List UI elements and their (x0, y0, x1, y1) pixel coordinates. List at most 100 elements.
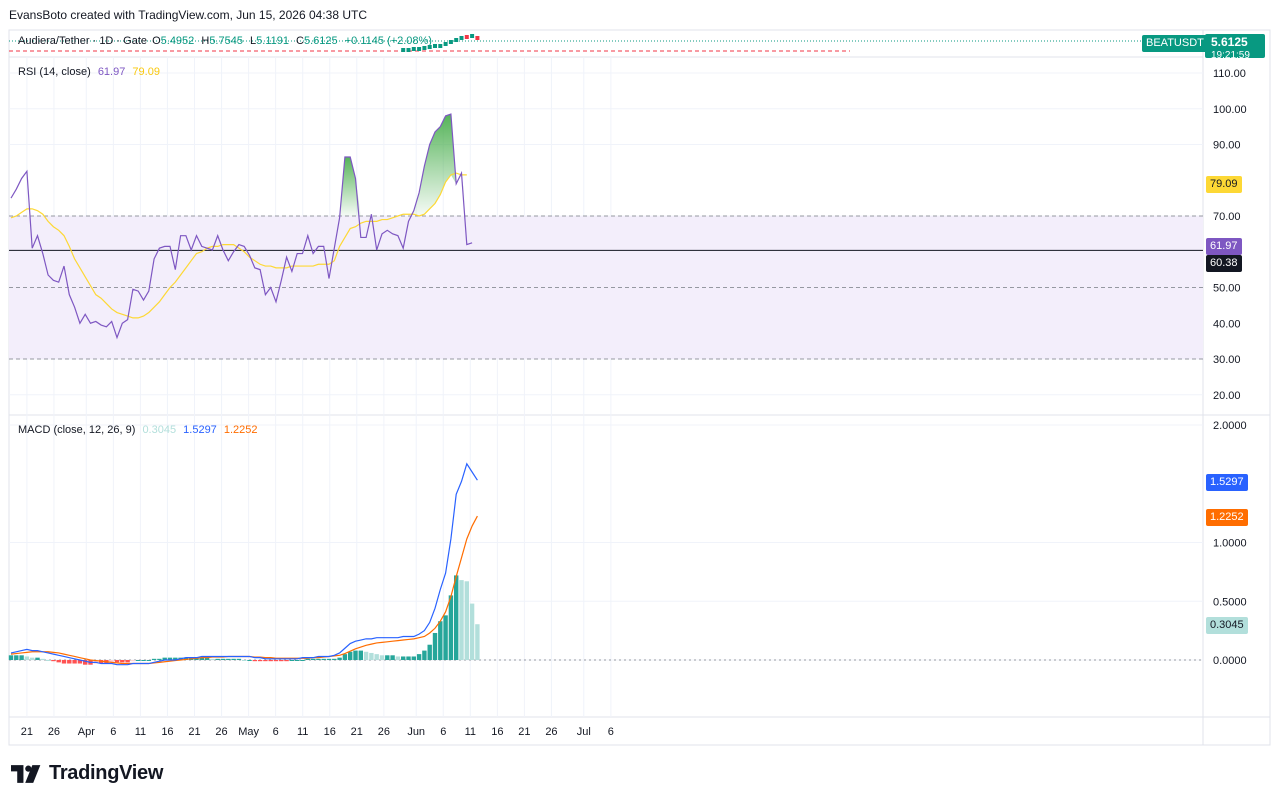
macd-axis-tick: 0.5000 (1213, 596, 1247, 608)
time-tick-label: 21 (188, 726, 200, 738)
time-tick-label: 16 (161, 726, 173, 738)
macd-histogram-bar (56, 660, 61, 663)
price-candle (470, 34, 475, 38)
last-price-badge: 5.6125 19:21:59 (1205, 34, 1265, 58)
open-value: 5.4952 (160, 35, 195, 47)
macd-histogram-bar (342, 654, 348, 660)
macd-histogram-bar (252, 660, 257, 662)
macd-histogram-bar (348, 651, 353, 660)
price-candle (464, 35, 469, 39)
time-axis[interactable]: 21 26 Apr 6 11 16 21 26 May 6 11 16 21 26 Jun 6 11 16 21 26… (21, 726, 614, 738)
macd-histogram-bar (401, 656, 406, 660)
macd-histogram-bar (395, 656, 401, 660)
macd-histogram-bar (337, 657, 342, 660)
time-tick-label: Jul (577, 726, 591, 738)
time-tick-label: 6 (273, 726, 279, 738)
macd-line-value: 1.5297 (183, 424, 217, 436)
price-candle (443, 42, 448, 46)
macd-histogram-bar (173, 657, 178, 660)
time-tick-label: Jun (407, 726, 425, 738)
macd-histogram-bar (390, 655, 395, 660)
macd-histogram-bar (220, 658, 226, 660)
macd-legend[interactable]: MACD (close, 12, 26, 9) 0.3045 1.5297 1.… (18, 424, 262, 436)
rsi-overbought-fill (408, 114, 467, 216)
macd-histogram-bar (438, 621, 443, 660)
macd-histogram-bar (273, 660, 279, 662)
price-candle (417, 47, 422, 51)
rsi-title: RSI (14, close) (18, 66, 91, 78)
price-candle (411, 47, 416, 51)
price-candle (475, 36, 480, 40)
price-candle (422, 46, 427, 50)
macd-histogram-bar (125, 660, 130, 663)
price-candle (427, 45, 432, 49)
time-tick-label: 21 (21, 726, 33, 738)
rsi-overbought-fill (339, 157, 361, 216)
rsi-axis-tick: 70.00 (1213, 211, 1241, 223)
chart-frame (8, 29, 1271, 746)
macd-histogram-bar (199, 657, 204, 660)
macd-histogram-bar (295, 660, 300, 661)
rsi-axis-tick: 40.00 (1213, 318, 1241, 330)
macd-histogram-bar (427, 644, 432, 660)
tradingview-logo[interactable]: TradingView (11, 762, 163, 785)
macd-histogram-bar (61, 660, 67, 664)
rsi-axis-tick: 20.00 (1213, 390, 1241, 402)
rsi-axis-tick: 90.00 (1213, 140, 1241, 152)
high-value: 5.7545 (209, 35, 243, 47)
macd-axis-tick: 0.0000 (1213, 655, 1247, 667)
macd-histogram-bar (321, 658, 326, 660)
macd-histogram-bar (141, 660, 146, 661)
macd-histogram-bar (454, 575, 459, 660)
macd-histogram-bar (114, 660, 120, 663)
macd-histogram-bar (72, 660, 77, 664)
time-tick-label: 11 (297, 726, 308, 738)
macd-histogram-bar (30, 657, 35, 660)
macd-histogram-bar (326, 658, 332, 660)
time-tick-label: May (238, 726, 259, 738)
macd-histogram-bar (130, 660, 136, 662)
tradingview-mark-icon (11, 764, 41, 783)
rsi-ma-line (10, 172, 467, 319)
rsi-axis-tick: 50.00 (1213, 283, 1241, 295)
rsi-axis-tick: 110.00 (1213, 68, 1246, 80)
last-price-value: 5.6125 (1211, 35, 1248, 49)
rsi-legend[interactable]: RSI (14, close) 61.97 79.09 (18, 66, 164, 78)
high-label: H (201, 35, 210, 47)
time-tick-label: 11 (135, 726, 146, 738)
rsi-value-badge: 61.97 (1206, 238, 1242, 255)
symbol-label[interactable]: Audiera/Tether · 1D · Gate (18, 35, 148, 47)
macd-signal-value: 1.2252 (223, 424, 258, 436)
hist-value-badge: 0.3045 (1206, 617, 1248, 634)
price-candle (454, 38, 459, 42)
low-value: 5.1191 (256, 35, 289, 47)
macd-histogram-bar (35, 657, 40, 660)
macd-histogram-bar (432, 632, 438, 660)
macd-histogram-bar (157, 658, 162, 660)
macd-histogram-bar (45, 660, 51, 661)
rsi-ma-value: 79.09 (132, 66, 160, 78)
macd-histogram-bar (109, 660, 114, 663)
time-tick-label: 26 (378, 726, 390, 738)
macd-histogram-bar (363, 651, 369, 660)
macd-histogram-bar (24, 656, 30, 660)
macd-histogram-bar (469, 603, 475, 660)
macd-histogram-bar (83, 660, 88, 665)
ticker-badge[interactable]: BEATUSDT (1142, 35, 1208, 52)
macd-histogram-bar (210, 658, 215, 660)
time-tick-label: 26 (215, 726, 227, 738)
rsi-line (10, 113, 473, 340)
macd-histogram-bar (67, 660, 72, 664)
macd-histogram-bar (459, 580, 464, 660)
attribution-text: EvansBoto created with TradingView.com, … (9, 8, 367, 22)
macd-histogram-bar (289, 660, 295, 661)
rsi-value: 61.97 (97, 66, 126, 78)
macd-axis-tick: 1.0000 (1213, 538, 1247, 550)
macd-histogram-bar (8, 655, 14, 660)
macd-histogram-bar (358, 650, 363, 660)
time-tick-label: 21 (351, 726, 363, 738)
macd-histogram-bar (263, 660, 268, 662)
time-tick-label: 6 (608, 726, 614, 738)
open-label: O (152, 35, 161, 47)
